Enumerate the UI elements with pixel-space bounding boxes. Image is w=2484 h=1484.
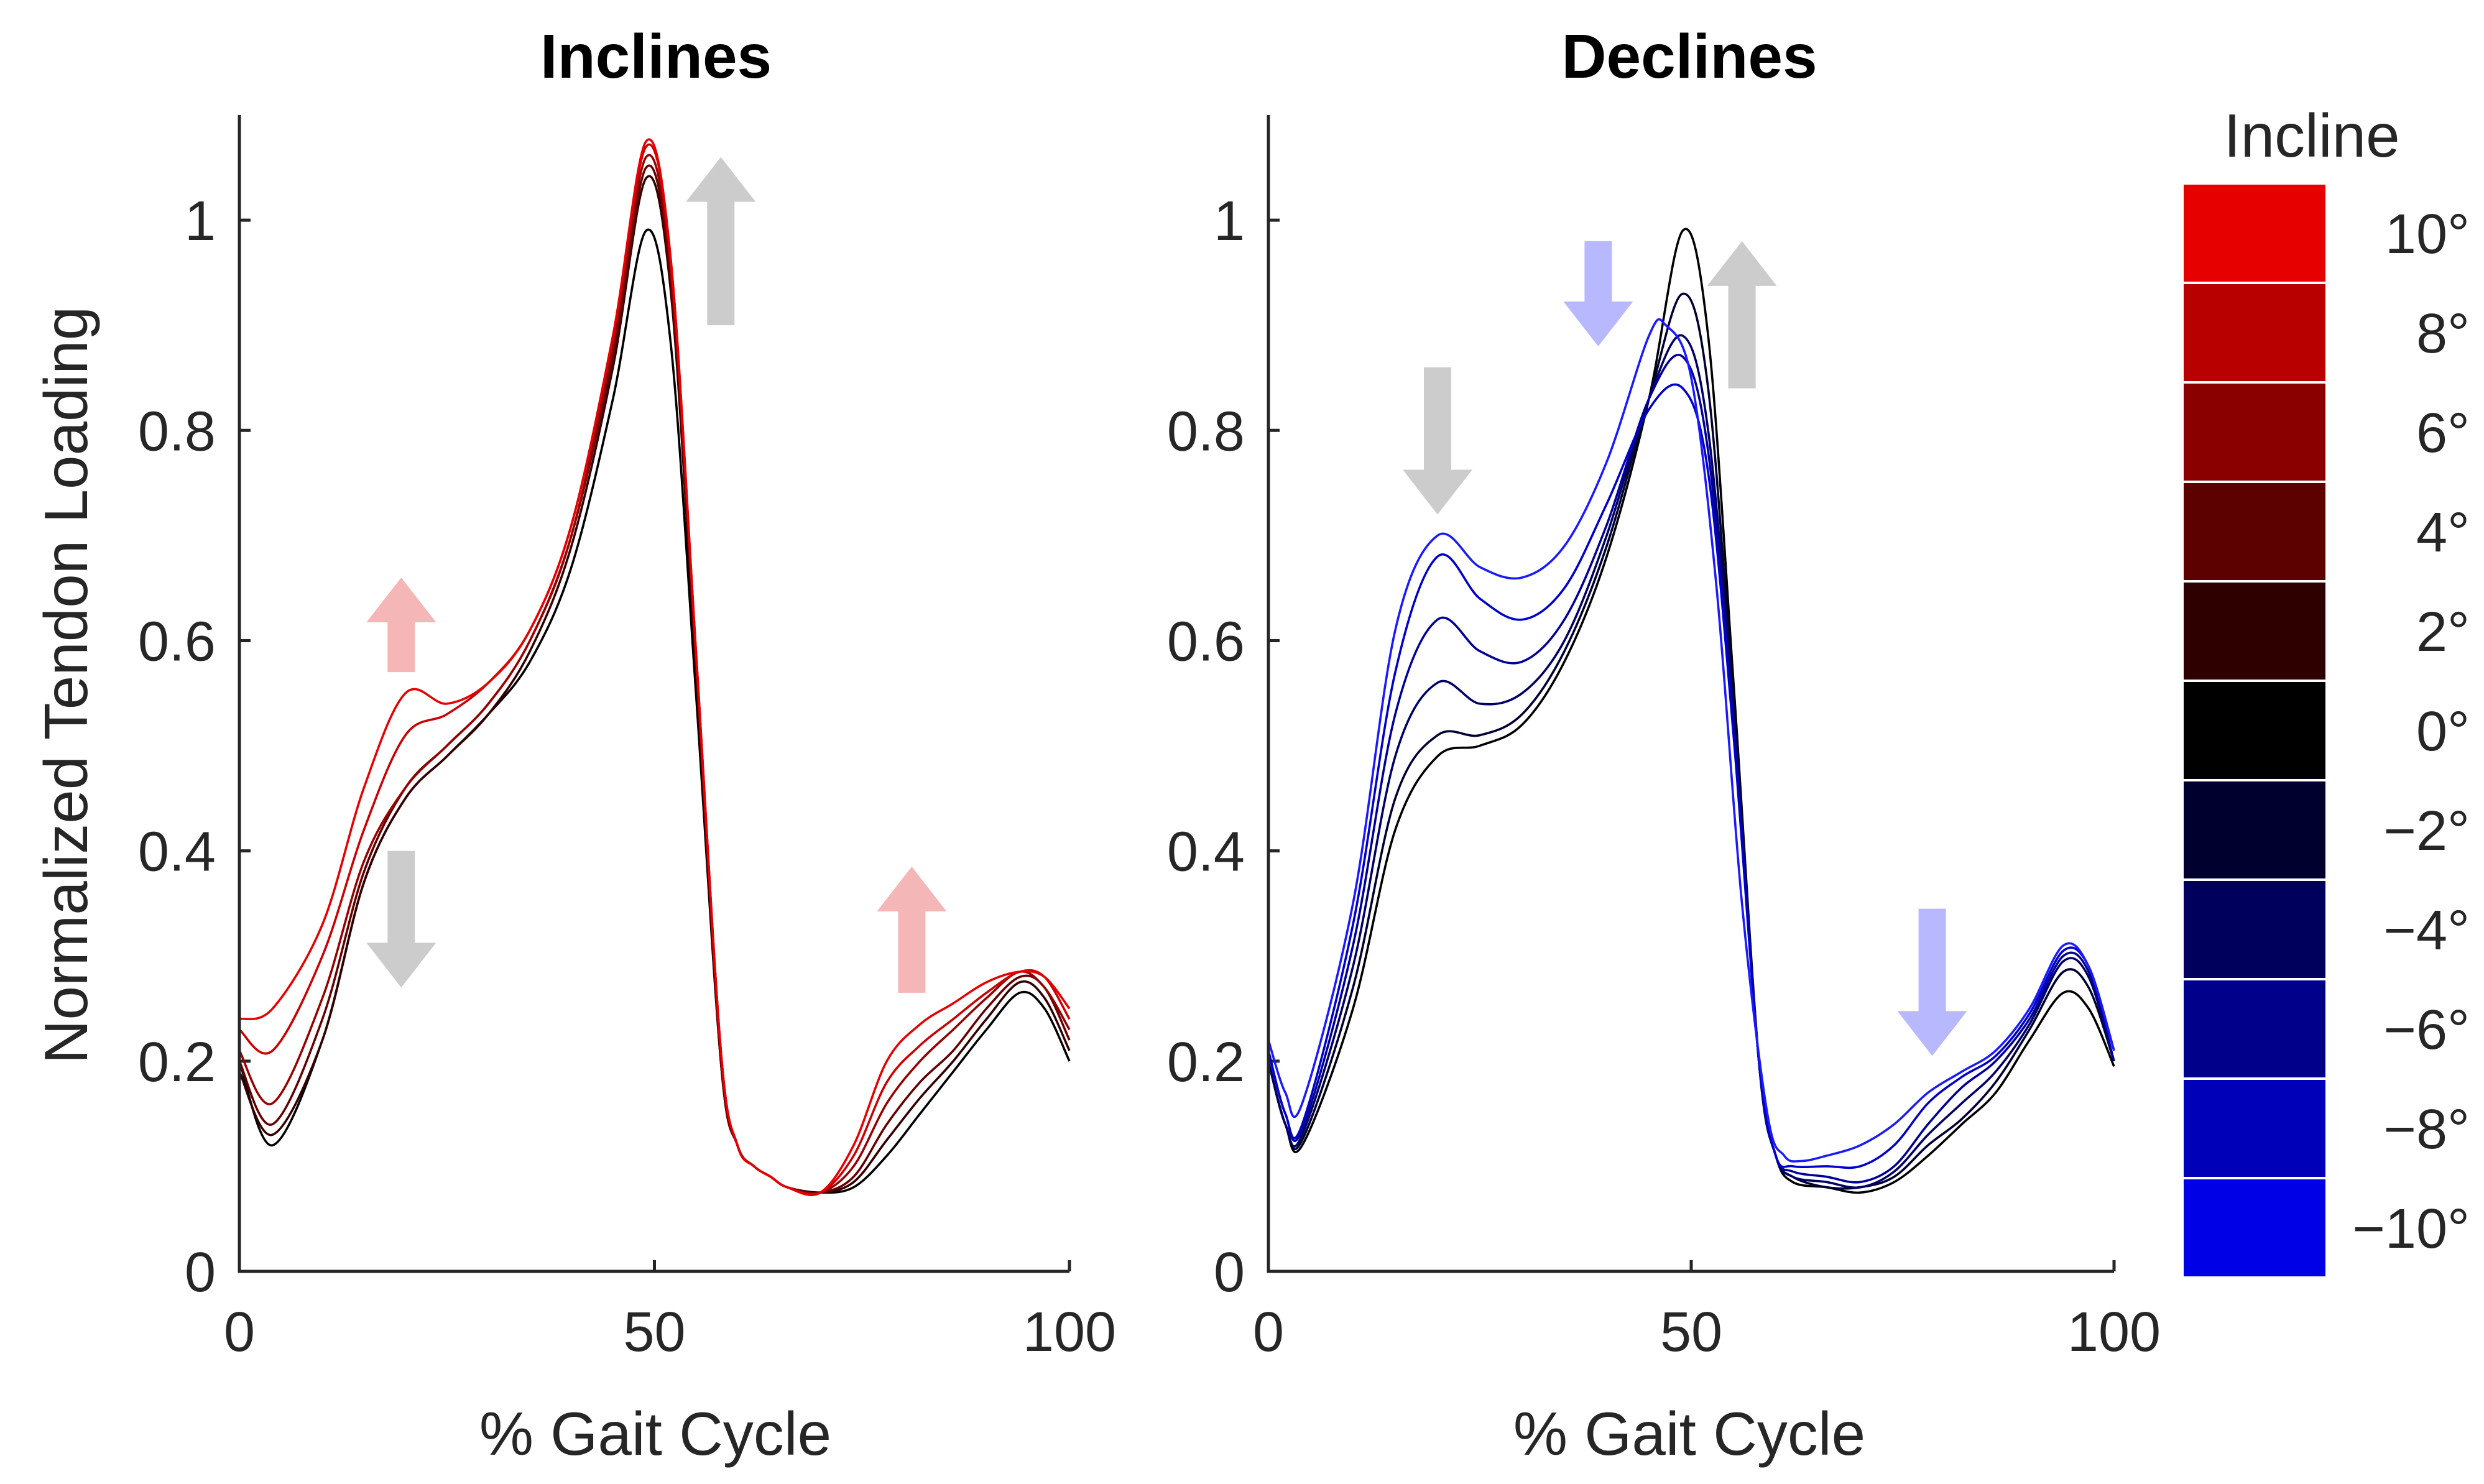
- x-tick-label: 50: [623, 1301, 685, 1363]
- series-line-3: [1267, 354, 2115, 1184]
- y-tick-label: 0.2: [1167, 1031, 1245, 1094]
- x-tick-label: 50: [1660, 1301, 1722, 1363]
- y-tick-label: 0.6: [138, 611, 216, 673]
- colorbar-label: −2°: [2383, 800, 2470, 862]
- inclines-title: Inclines: [540, 22, 772, 91]
- colorbar-label: −6°: [2383, 999, 2470, 1061]
- arrow-up-2: [686, 157, 756, 326]
- y-tick-label: 0.4: [1167, 821, 1245, 883]
- y-tick-label: 0: [185, 1242, 216, 1304]
- colorbar-label: −10°: [2352, 1198, 2470, 1260]
- colorbar-swatch: [2184, 980, 2325, 1077]
- series-line-5: [239, 138, 1071, 1197]
- x-tick-label: 0: [224, 1301, 255, 1363]
- y-tick-label: 0.4: [138, 821, 216, 883]
- declines-arrows: [1403, 241, 1967, 1056]
- y-tick-label: 0.8: [138, 400, 216, 463]
- y-tick-label: 1: [1214, 190, 1245, 252]
- colorbar-label: −4°: [2383, 900, 2470, 962]
- x-tick-label: 0: [1253, 1301, 1284, 1363]
- declines-x-axis-label: % Gait Cycle: [1513, 1399, 1865, 1468]
- y-tick-label: 0: [1214, 1242, 1245, 1304]
- colorbar-title: Incline: [2223, 101, 2399, 170]
- arrow-up-3: [877, 867, 947, 993]
- y-tick-label: 0.6: [1167, 611, 1245, 673]
- x-tick-label: 100: [2067, 1301, 2161, 1363]
- declines-curves: [1267, 228, 2115, 1194]
- inclines-axes: [238, 115, 1069, 1273]
- arrow-down-0: [1403, 367, 1472, 515]
- colorbar-swatches: 10° 8° 6° 4° 2° 0° −2° −4° −6° −8° −10°: [2184, 185, 2470, 1276]
- colorbar-swatch: [2184, 881, 2325, 978]
- colorbar-label: 4°: [2416, 502, 2470, 564]
- arrow-up-2: [1707, 241, 1777, 389]
- colorbar-label: −8°: [2383, 1099, 2470, 1161]
- colorbar-label: 10°: [2385, 203, 2470, 265]
- incline-colorbar: Incline 10° 8° 6° 4° 2° 0° −2° −4° −6° −8° −10°: [2184, 101, 2470, 1276]
- series-line-1: [1267, 292, 2115, 1190]
- arrow-down-3: [1897, 908, 1967, 1056]
- inclines-arrows: [366, 157, 947, 993]
- declines-panel: Declines % Gait Cycle 0 0.2 0.4 0.6 0.8 1 0 50 1…: [1167, 22, 2161, 1468]
- colorbar-swatch: [2184, 185, 2325, 282]
- colorbar-swatch: [2184, 284, 2325, 381]
- colorbar-label: 8°: [2416, 303, 2470, 365]
- colorbar-swatch: [2184, 1179, 2325, 1276]
- series-line-5: [1267, 318, 2115, 1163]
- inclines-curves: [238, 138, 1071, 1197]
- series-line-1: [238, 175, 1071, 1194]
- declines-title: Declines: [1561, 22, 1817, 91]
- series-line-0: [1267, 228, 2115, 1194]
- declines-axes: [1267, 115, 2114, 1273]
- colorbar-swatch: [2184, 1080, 2325, 1177]
- y-axis-label: Normalized Tendon Loading: [32, 306, 100, 1064]
- colorbar-swatch: [2184, 682, 2325, 779]
- arrow-up-0: [366, 578, 436, 673]
- series-line-2: [1267, 334, 2115, 1189]
- series-line-4: [1267, 383, 2115, 1169]
- arrow-down-1: [1563, 241, 1633, 346]
- x-tick-label: 100: [1023, 1301, 1116, 1363]
- series-line-2: [238, 164, 1071, 1194]
- inclines-ticks: 0 0.2 0.4 0.6 0.8 1 0 50 100: [138, 190, 1116, 1363]
- declines-ticks: 0 0.2 0.4 0.6 0.8 1 0 50 100: [1167, 190, 2161, 1363]
- series-line-0: [238, 228, 1071, 1194]
- colorbar-swatch: [2184, 781, 2325, 878]
- y-tick-label: 0.2: [138, 1031, 216, 1094]
- colorbar-swatch: [2184, 384, 2325, 481]
- inclines-x-axis-label: % Gait Cycle: [479, 1399, 831, 1468]
- y-tick-label: 1: [185, 190, 216, 252]
- arrow-down-1: [366, 850, 436, 988]
- colorbar-label: 6°: [2416, 402, 2470, 464]
- colorbar-label: 0°: [2416, 701, 2470, 763]
- inclines-panel: Inclines Normalized Tendon Loading % Gai…: [32, 22, 1116, 1468]
- colorbar-label: 2°: [2416, 601, 2470, 663]
- y-tick-label: 0.8: [1167, 400, 1245, 463]
- series-line-3: [238, 154, 1071, 1195]
- colorbar-swatch: [2184, 583, 2325, 680]
- colorbar-swatch: [2184, 483, 2325, 580]
